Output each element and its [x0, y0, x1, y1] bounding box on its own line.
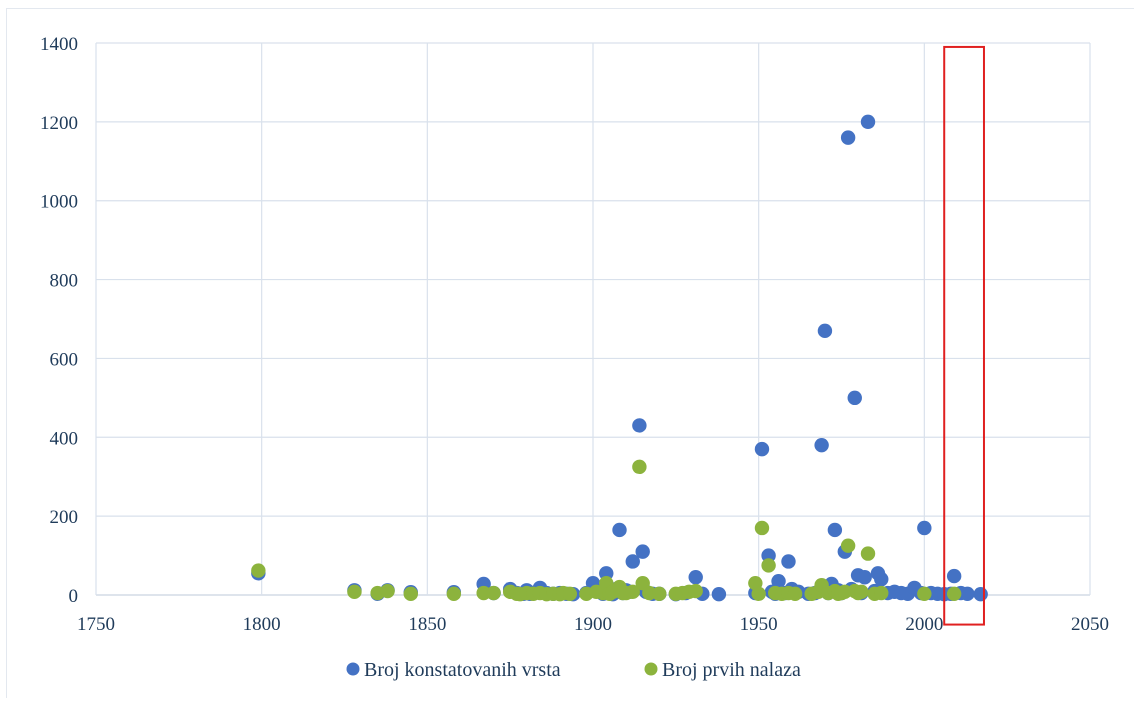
data-point: [251, 563, 266, 578]
data-point: [781, 554, 796, 569]
data-point: [854, 584, 869, 600]
data-point: [711, 587, 727, 602]
data-point: [787, 586, 803, 602]
data-point: [380, 583, 395, 599]
x-tick-label: 1800: [243, 614, 281, 635]
data-point: [973, 587, 988, 602]
data-point: [857, 570, 872, 585]
data-point: [751, 586, 766, 602]
data-point: [840, 130, 856, 145]
chart-frame: 0 200 400 600 800 1000 1200 1400 1750 1800 1850 190…: [6, 8, 1134, 698]
legend-marker: [644, 662, 658, 676]
data-point: [874, 572, 889, 587]
y-tick-label: 800: [50, 271, 79, 292]
data-point: [632, 418, 647, 433]
x-tick-label: 1850: [408, 614, 446, 635]
x-tick-label: 1950: [740, 614, 778, 635]
y-tick-label: 200: [50, 507, 79, 528]
data-point: [847, 390, 862, 406]
data-point: [817, 323, 833, 339]
data-point: [946, 568, 962, 584]
data-point: [688, 583, 703, 599]
y-tick-label: 400: [50, 428, 79, 449]
data-point: [860, 114, 876, 130]
data-point: [917, 520, 932, 536]
data-point: [347, 584, 362, 600]
data-point: [860, 546, 876, 561]
data-point: [476, 585, 491, 601]
data-point: [486, 585, 501, 601]
grid: [95, 42, 1091, 596]
data-point: [761, 548, 776, 563]
data-point: [599, 566, 614, 581]
x-tick-label: 1900: [574, 614, 612, 635]
legend-label: Broj prvih nalaza: [662, 659, 801, 681]
data-point: [688, 570, 703, 585]
data-point: [635, 544, 650, 559]
data-point: [612, 522, 627, 538]
x-tick-label: 2050: [1071, 614, 1109, 635]
y-tick-label: 1000: [40, 192, 78, 213]
data-point: [827, 522, 843, 538]
data-point: [960, 586, 975, 602]
data-point: [632, 459, 647, 475]
legend-marker: [346, 662, 360, 676]
y-tick-label: 1400: [40, 34, 78, 55]
series-2: [251, 459, 962, 602]
data-point: [917, 586, 932, 602]
data-point: [771, 574, 786, 589]
highlight-box: [943, 45, 985, 626]
data-point: [814, 437, 829, 453]
scatter-chart: 0 200 400 600 800 1000 1200 1400 1750 1800 1850 190…: [40, 34, 1109, 681]
data-point: [874, 585, 889, 601]
data-point: [403, 586, 418, 602]
data-point: [840, 538, 856, 553]
data-point: [761, 558, 776, 573]
data-point: [446, 586, 462, 602]
highlight-rectangle: [943, 45, 985, 626]
data-point: [562, 586, 578, 602]
data-points: [251, 114, 988, 602]
data-point: [625, 584, 640, 600]
data-point: [625, 554, 640, 569]
x-tick-label: 1750: [77, 614, 115, 635]
legend: Broj konstatovanih vrsta Broj prvih nalaz…: [346, 659, 801, 681]
y-tick-label: 600: [50, 349, 79, 370]
x-tick-label: 2000: [905, 614, 943, 635]
legend-label: Broj konstatovanih vrsta: [364, 659, 561, 681]
data-point: [754, 520, 770, 536]
axis-ticks: 0 200 400 600 800 1000 1200 1400 1750 1800 1850 190…: [40, 34, 1109, 635]
data-point: [946, 586, 962, 602]
y-tick-label: 1200: [40, 113, 78, 134]
y-tick-label: 0: [69, 586, 79, 607]
data-point: [652, 586, 667, 602]
data-point: [754, 441, 770, 457]
